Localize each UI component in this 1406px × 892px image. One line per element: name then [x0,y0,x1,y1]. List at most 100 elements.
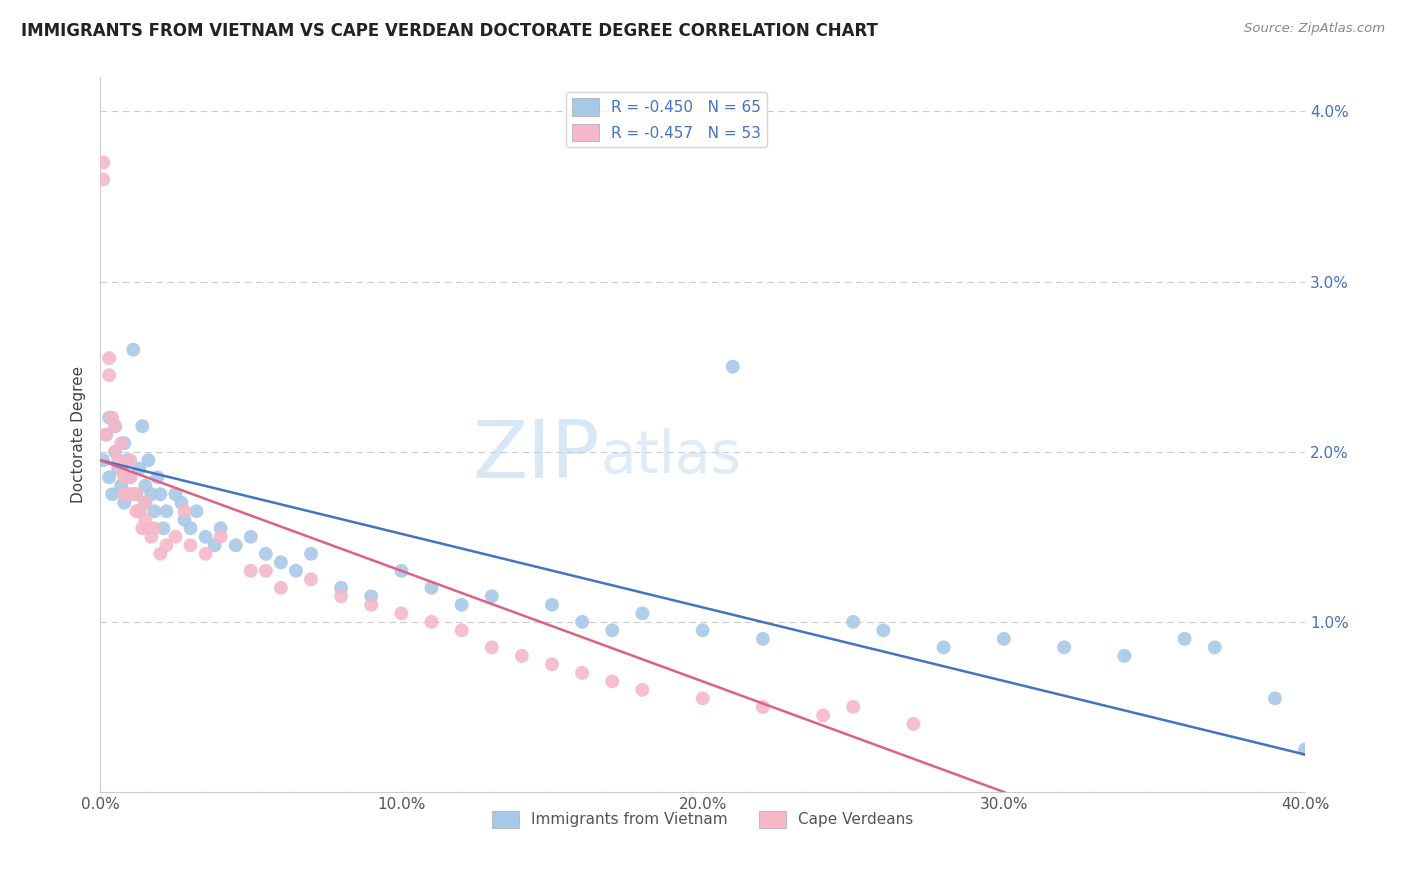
Point [299,572,322,586]
Point [872,624,894,638]
Point [122,343,145,357]
Point [389,564,412,578]
Point [96,427,118,442]
Point [903,717,925,731]
Point [752,699,775,714]
Point [692,624,714,638]
Point [131,419,153,434]
Text: ZIP: ZIP [472,417,600,495]
Point [330,581,353,595]
Point [209,530,232,544]
Point [120,470,142,484]
Point [104,419,127,434]
Point [91,172,114,186]
Point [91,155,114,169]
Point [134,513,156,527]
Point [450,624,472,638]
Point [631,682,654,697]
Point [125,487,148,501]
Point [125,487,148,501]
Point [541,598,564,612]
Point [330,590,353,604]
Point [131,521,153,535]
Point [481,640,503,655]
Point [110,436,132,450]
Point [128,504,150,518]
Text: Source: ZipAtlas.com: Source: ZipAtlas.com [1244,22,1385,36]
Point [128,504,150,518]
Point [120,453,142,467]
Point [481,590,503,604]
Point [104,419,127,434]
Point [165,530,187,544]
Point [155,538,177,552]
Point [721,359,744,374]
Point [125,504,148,518]
Point [1114,648,1136,663]
Point [204,538,226,552]
Point [1053,640,1076,655]
Point [284,564,307,578]
Text: IMMIGRANTS FROM VIETNAM VS CAPE VERDEAN DOCTORATE DEGREE CORRELATION CHART: IMMIGRANTS FROM VIETNAM VS CAPE VERDEAN … [21,22,877,40]
Point [112,487,135,501]
Point [165,487,187,501]
Point [149,547,172,561]
Point [510,648,533,663]
Point [179,538,201,552]
Point [541,657,564,672]
Point [1204,640,1226,655]
Point [360,598,382,612]
Point [600,674,623,689]
Point [842,615,865,629]
Point [932,640,955,655]
Point [270,581,292,595]
Point [91,453,114,467]
Point [141,487,163,501]
Point [194,530,217,544]
Point [389,607,412,621]
Point [194,547,217,561]
Point [115,487,138,501]
Point [1174,632,1197,646]
Point [173,513,195,527]
Text: atlas: atlas [600,427,741,484]
Point [239,530,262,544]
Point [104,444,127,458]
Point [98,470,121,484]
Point [842,699,865,714]
Point [143,521,166,535]
Point [450,598,472,612]
Point [571,615,593,629]
Point [631,607,654,621]
Point [110,461,132,475]
Point [152,521,174,535]
Point [136,521,159,535]
Point [122,487,145,501]
Point [112,436,135,450]
Point [571,665,593,680]
Point [179,521,201,535]
Point [270,555,292,569]
Point [209,521,232,535]
Point [98,368,121,383]
Point [186,504,208,518]
Y-axis label: Doctorate Degree: Doctorate Degree [72,366,86,503]
Point [299,547,322,561]
Point [149,487,172,501]
Point [225,538,247,552]
Point [155,504,177,518]
Point [141,530,163,544]
Point [170,496,193,510]
Point [101,487,124,501]
Point [110,479,132,493]
Point [420,581,443,595]
Point [692,691,714,706]
Point [752,632,775,646]
Point [98,351,121,366]
Point [134,496,156,510]
Point [143,504,166,518]
Point [107,461,129,475]
Point [101,410,124,425]
Point [98,410,121,425]
Point [112,496,135,510]
